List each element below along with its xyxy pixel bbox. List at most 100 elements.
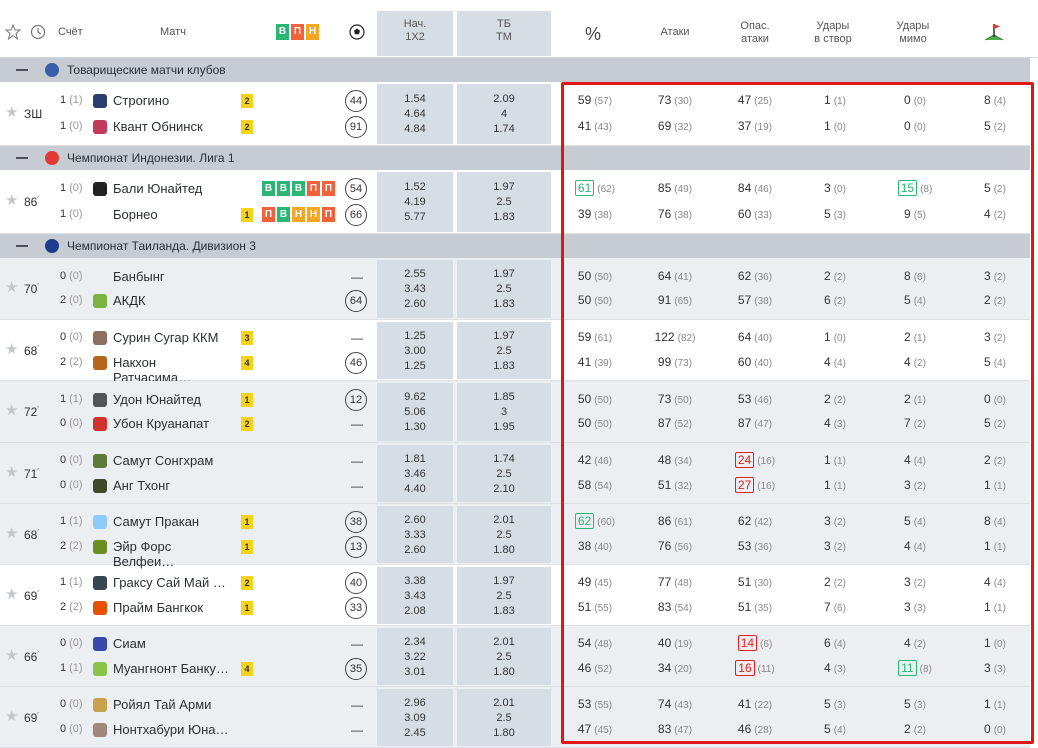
table-position-badge[interactable]: 54 (345, 178, 367, 201)
odds-total[interactable]: 1.97 2.5 1.83 (457, 329, 551, 374)
match-row[interactable]: ★ 69′ 0 (0) Ройял Тай Арми —53 (55) 74 (43) 41 (22… (0, 687, 1030, 748)
league-section[interactable]: Товарищеские матчи клубов (0, 58, 1030, 82)
favorite-star-icon[interactable]: ★ (5, 646, 19, 664)
team-name[interactable]: Сурин Сугар ККМ (113, 330, 219, 346)
dangerous-attacks-header[interactable]: Опас. атаки (740, 20, 770, 45)
team-name[interactable]: Ройял Тай Арми (113, 697, 212, 713)
match-row[interactable]: ★ 70′ 0 (0) Банбынг —50 (50) 64 (41) 62 (36) 2 (2) 8(… (0, 258, 1030, 320)
table-position-badge[interactable]: 12 (345, 388, 367, 411)
favorite-star-icon[interactable]: ★ (5, 463, 19, 481)
team-name[interactable]: Бали Юнайтед (113, 181, 203, 197)
match-header[interactable]: Матч (160, 26, 186, 38)
table-position-badge[interactable]: 91 (345, 115, 367, 138)
team-score: 0 (0) (60, 331, 83, 343)
odds-1x2[interactable]: 1.52 4.19 5.77 (377, 180, 453, 225)
favorite-star-icon[interactable]: ★ (5, 707, 19, 725)
favorite-star-icon[interactable]: ★ (5, 585, 19, 603)
team-name[interactable]: Удон Юнайтед (113, 391, 201, 407)
team-name[interactable]: Строгино (113, 93, 170, 109)
odds-value: 4.40 (404, 482, 426, 495)
possession-header[interactable]: % (585, 24, 602, 44)
match-row[interactable]: ★ 71′ 0 (0) Самут Сонгхрам —42 (46) 48 (34) 24 (16… (0, 443, 1030, 504)
score-header[interactable]: Счёт (58, 26, 83, 38)
stat-cell: 5 (2) (960, 119, 1030, 133)
match-row[interactable]: ★ 66′ 0 (0) Сиам —54 (48) 40 (19) 14 (6) 6 (4) 4 (2) 1(… (0, 626, 1030, 687)
match-row[interactable]: ★ 72′ 1 (1) Удон Юнайтед 1 12 50 (50) 73 (50) 53 (46… (0, 381, 1030, 443)
collapse-icon[interactable] (16, 245, 28, 247)
favorite-star-icon[interactable]: ★ (5, 402, 19, 419)
team-name[interactable]: Борнео (113, 206, 158, 222)
team-name[interactable]: Убон Круанапат (113, 416, 210, 432)
favorite-star-icon[interactable]: ★ (5, 279, 19, 296)
odds-total[interactable]: 1.85 3 1.95 (457, 390, 551, 435)
table-position-badge[interactable]: 40 (345, 572, 367, 595)
halftime-score: (0) (69, 294, 83, 307)
odds-1x2-header[interactable]: Нач. 1Х2 (403, 18, 427, 43)
odds-value: 9.62 (404, 391, 426, 403)
corner-flag-icon[interactable] (982, 20, 1006, 44)
league-section[interactable]: Чемпионат Таиланда. Дивизион 3 (0, 234, 1030, 258)
odds-total[interactable]: 2.01 2.5 1.80 (457, 635, 551, 680)
attacks-header[interactable]: Атаки (660, 26, 690, 38)
stat-cell: 2 (1) (880, 330, 950, 344)
team-name[interactable]: Нонтхабури Юна… (113, 721, 229, 737)
odds-1x2[interactable]: 2.60 3.33 2.60 (377, 513, 453, 558)
table-position-badge[interactable]: 44 (345, 90, 367, 113)
odds-1x2[interactable]: 1.25 3.00 1.25 (377, 329, 453, 374)
team-name[interactable]: АКДК (113, 293, 146, 309)
odds-total[interactable]: 2.01 2.5 1.80 (457, 696, 551, 741)
table-position-badge[interactable]: 33 (345, 596, 367, 619)
favorite-star-icon[interactable]: ★ (5, 192, 19, 209)
table-position-badge[interactable]: 35 (345, 657, 367, 680)
odds-total[interactable]: 2.01 2.5 1.80 (457, 513, 551, 558)
team-name[interactable]: Сиам (113, 636, 146, 652)
collapse-icon[interactable] (16, 157, 28, 159)
table-position-badge[interactable]: 66 (345, 203, 367, 226)
stat-value: 54 (577, 636, 592, 651)
team-name[interactable]: Прайм Бангкок (113, 599, 204, 615)
team-name[interactable]: Граксу Сай Май … (113, 575, 226, 591)
match-row[interactable]: ★ 68′ 0 (0) Сурин Сугар ККМ 3—59 (61) 122 (82) 64… (0, 320, 1030, 385)
match-row[interactable]: ★ 69′ 1 (1) Граксу Сай Май … 2 40 49 (45) 77 (48) 5… (0, 565, 1030, 626)
table-position-badge[interactable]: 64 (345, 290, 367, 313)
favorite-star-icon[interactable] (5, 24, 21, 40)
table-position-badge[interactable]: 38 (345, 511, 367, 534)
odds-1x2[interactable]: 2.96 3.09 2.45 (377, 696, 453, 741)
favorite-star-icon[interactable]: ★ (5, 524, 19, 542)
team-name[interactable]: Муангнонт Банку… (113, 660, 229, 676)
team-name[interactable]: Самут Пракан (113, 514, 200, 530)
odds-1x2[interactable]: 3.38 3.43 2.08 (377, 574, 453, 619)
stat-value: 48 (657, 453, 672, 468)
team-name[interactable]: Самут Сонгхрам (113, 453, 214, 469)
match-row[interactable]: ★ ЗШ 1 (1) Строгино 2 44 59 (57) 73 (30) 47 (25) 1 (1)… (0, 82, 1030, 146)
odds-1x2[interactable]: 2.34 3.22 3.01 (377, 635, 453, 680)
odds-total-header[interactable]: ТБ ТМ (496, 18, 512, 43)
shots-off-target-header[interactable]: Удары мимо (896, 20, 930, 45)
collapse-icon[interactable] (16, 69, 28, 71)
odds-total[interactable]: 1.97 2.5 1.83 (457, 267, 551, 312)
odds-1x2[interactable]: 2.55 3.43 2.60 (377, 267, 453, 312)
odds-total[interactable]: 1.97 2.5 1.83 (457, 574, 551, 619)
odds-1x2[interactable]: 9.62 5.06 1.30 (377, 390, 453, 435)
clock-icon[interactable] (30, 24, 46, 40)
shots-on-target-header[interactable]: Удары в створ (814, 20, 852, 45)
favorite-star-icon[interactable]: ★ (5, 340, 19, 358)
odds-1x2[interactable]: 1.81 3.46 4.40 (377, 452, 453, 497)
odds-total[interactable]: 1.74 2.5 2.10 (457, 452, 551, 497)
table-position-badge[interactable]: 46 (345, 351, 367, 374)
match-row[interactable]: ★ 86′ 1 (0) Бали Юнайтед В В В П П 54 61 (62) 85 (49) 8… (0, 170, 1030, 234)
team-name[interactable]: Анг Тхонг (113, 477, 171, 493)
league-title[interactable]: Чемпионат Индонезии. Лига 1 (67, 151, 235, 165)
odds-total[interactable]: 2.09 4 1.74 (457, 92, 551, 137)
league-title[interactable]: Товарищеские матчи клубов (67, 63, 226, 77)
team-name[interactable]: Банбынг (113, 268, 165, 284)
odds-total[interactable]: 1.97 2.5 1.83 (457, 180, 551, 225)
league-title[interactable]: Чемпионат Таиланда. Дивизион 3 (67, 239, 256, 253)
favorite-star-icon[interactable]: ★ (5, 104, 19, 121)
odds-1x2[interactable]: 1.54 4.64 4.84 (377, 92, 453, 137)
table-position-badge[interactable]: 13 (345, 535, 367, 558)
match-row[interactable]: ★ 68′ 1 (1) Самут Пракан 1 38 62 (60) 86 (61) 62 (42… (0, 504, 1030, 569)
team-name[interactable]: Квант Обнинск (113, 118, 203, 134)
league-section[interactable]: Чемпионат Индонезии. Лига 1 (0, 146, 1030, 170)
stat-halftime: (0) (833, 184, 846, 196)
